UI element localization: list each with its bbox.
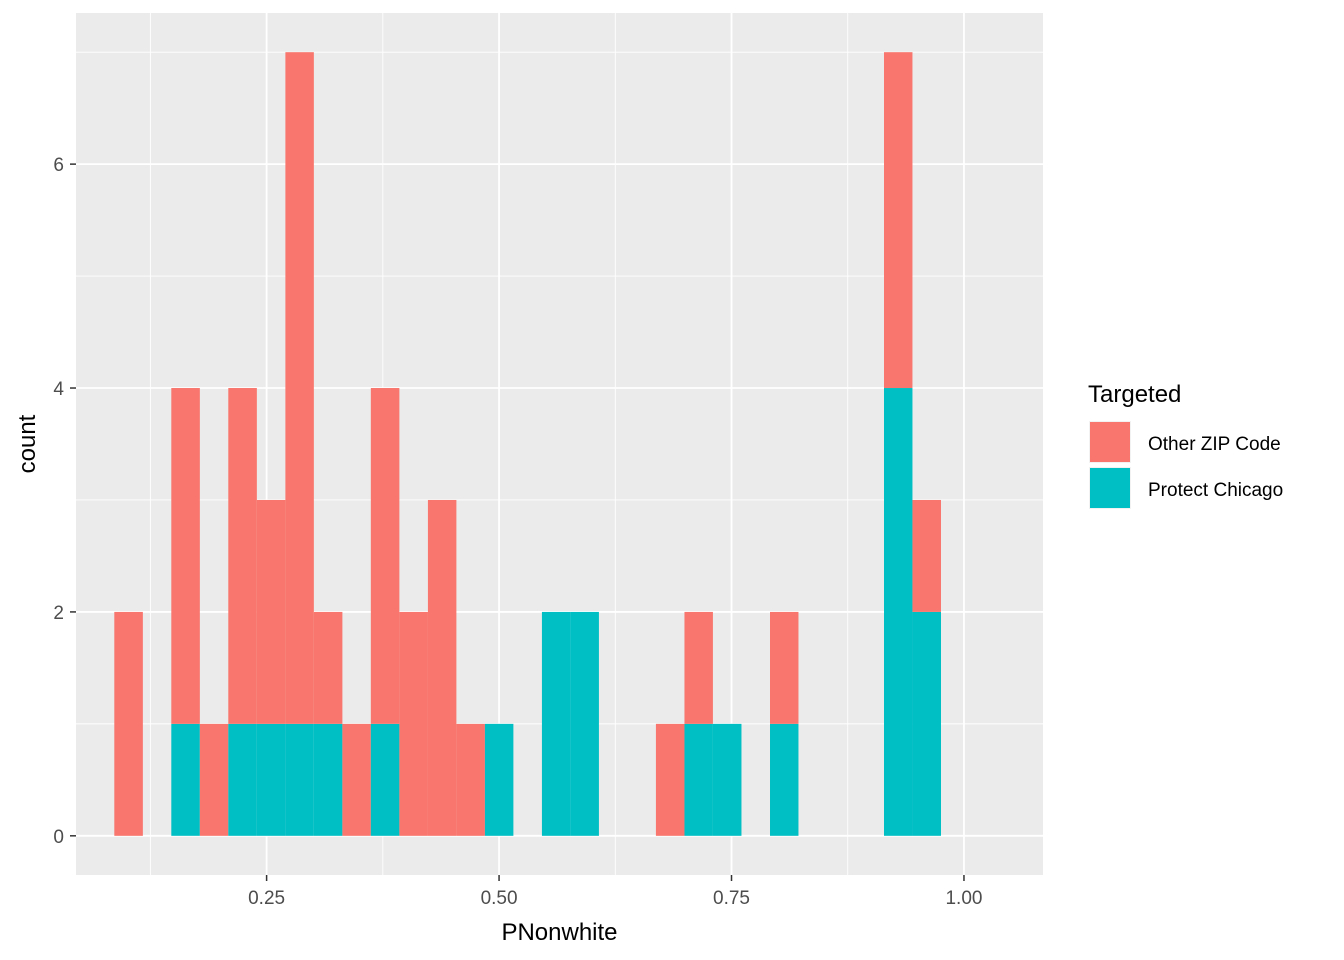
bar-other-zip-code-6 <box>285 52 314 724</box>
bar-other-zip-code-4 <box>228 388 257 724</box>
bar-other-zip-code-3 <box>199 723 229 836</box>
bar-other-zip-code-5 <box>256 499 286 724</box>
bar-protect-chicago-16 <box>570 611 599 836</box>
legend-label-protect-chicago: Protect Chicago <box>1148 480 1283 501</box>
bar-other-zip-code-11 <box>427 499 457 836</box>
bar-protect-chicago-28 <box>912 611 942 836</box>
bar-protect-chicago-27 <box>884 388 913 836</box>
x-axis: 0.25 0.50 0.75 1.00 <box>248 875 982 909</box>
bar-other-zip-code-2 <box>171 388 200 724</box>
x-axis-title: PNonwhite <box>501 919 617 946</box>
x-tick-label-2: 0.75 <box>713 888 750 909</box>
bar-other-zip-code-0 <box>114 611 143 836</box>
x-tick-label-3: 1.00 <box>945 888 982 909</box>
bar-other-zip-code-28 <box>912 499 942 612</box>
bar-protect-chicago-13 <box>484 723 514 836</box>
bar-other-zip-code-20 <box>684 611 713 724</box>
legend: Targeted Other ZIP Code Protect Chicago <box>1088 381 1283 509</box>
bar-protect-chicago-21 <box>712 723 742 836</box>
y-tick-label-1: 2 <box>53 603 64 624</box>
bar-other-zip-code-23 <box>770 611 799 724</box>
bar-protect-chicago-7 <box>313 723 343 836</box>
x-tick-label-1: 0.50 <box>481 888 518 909</box>
bar-other-zip-code-7 <box>313 611 343 724</box>
y-tick-label-3: 6 <box>53 155 64 176</box>
bar-other-zip-code-19 <box>655 723 685 836</box>
y-axis: 0 2 4 6 <box>53 155 76 848</box>
bar-protect-chicago-20 <box>684 723 713 836</box>
bar-protect-chicago-23 <box>770 723 799 836</box>
y-tick-label-2: 4 <box>53 379 64 400</box>
bar-other-zip-code-12 <box>456 723 485 836</box>
bar-protect-chicago-15 <box>541 611 571 836</box>
bar-protect-chicago-9 <box>370 723 400 836</box>
x-tick-label-0: 0.25 <box>248 888 285 909</box>
legend-swatch-protect-chicago <box>1090 468 1130 508</box>
bar-other-zip-code-9 <box>370 388 400 724</box>
bar-other-zip-code-10 <box>399 611 428 836</box>
bar-protect-chicago-2 <box>171 723 200 836</box>
y-axis-title: count <box>14 414 41 473</box>
bar-other-zip-code-8 <box>342 723 371 836</box>
legend-swatch-other-zip-code <box>1090 422 1130 462</box>
y-tick-label-0: 0 <box>53 827 64 848</box>
bar-protect-chicago-4 <box>228 723 257 836</box>
bar-protect-chicago-6 <box>285 723 314 836</box>
bar-protect-chicago-5 <box>256 723 286 836</box>
histogram-bars <box>114 52 942 836</box>
bar-other-zip-code-27 <box>884 52 913 389</box>
legend-label-other-zip-code: Other ZIP Code <box>1148 434 1281 455</box>
legend-title: Targeted <box>1088 381 1181 408</box>
